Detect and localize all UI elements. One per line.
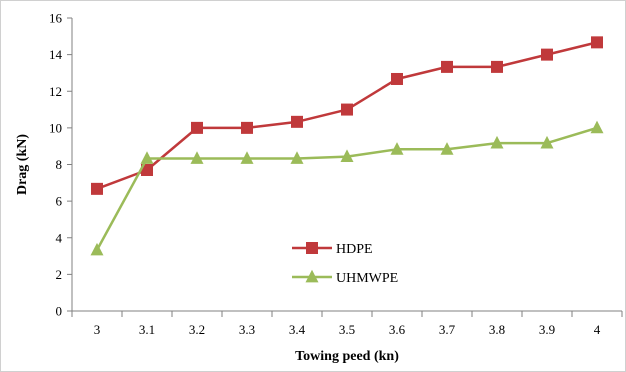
x-tick-label: 3.5 (339, 322, 355, 337)
data-point (440, 142, 454, 155)
y-tick-label: 2 (56, 267, 63, 282)
data-point (390, 142, 404, 155)
data-point (341, 103, 353, 116)
data-point (140, 151, 154, 164)
data-point (590, 120, 604, 134)
x-tick-label: 3.6 (389, 322, 406, 337)
x-tick-label: 3.8 (489, 322, 505, 337)
x-axis-title: Towing peed (kn) (295, 349, 399, 364)
x-tick-label: 3 (94, 322, 101, 337)
legend-item-uhmwpe: UHMWPE (292, 269, 398, 286)
data-point (541, 48, 553, 61)
x-tick-label: 3.4 (289, 322, 306, 337)
legend: HDPE UHMWPE (292, 242, 398, 286)
x-axis-ticks: 3 3.1 3.2 3.3 3.4 3.5 3.6 3.7 3.8 3.9 4 (71, 311, 623, 337)
data-point (241, 121, 253, 134)
data-point (441, 60, 453, 73)
data-point (291, 115, 303, 128)
y-tick-label: 8 (56, 157, 63, 172)
data-point (290, 151, 304, 164)
y-tick-label: 16 (49, 11, 63, 26)
series-uhmwpe (90, 120, 604, 256)
series-hdpe (91, 36, 603, 195)
x-tick-label: 3.9 (539, 322, 555, 337)
data-point (490, 135, 504, 149)
y-tick-label: 0 (56, 304, 63, 319)
legend-item-hdpe: HDPE (292, 242, 373, 257)
data-point (91, 182, 103, 195)
x-tick-label: 3.3 (239, 322, 255, 337)
x-tick-label: 3.1 (139, 322, 155, 337)
series-layer (90, 36, 604, 256)
data-point (90, 242, 104, 256)
legend-label: UHMWPE (336, 271, 398, 286)
data-point (391, 72, 403, 85)
data-point (191, 121, 203, 134)
data-point (340, 149, 354, 163)
data-point (491, 60, 503, 73)
y-axis-ticks: 0 2 4 6 8 10 12 14 16 (49, 11, 72, 319)
data-point (141, 163, 153, 176)
data-point (591, 36, 603, 49)
legend-label: HDPE (336, 242, 373, 257)
x-tick-label: 3.2 (189, 322, 205, 337)
data-point (190, 151, 204, 164)
y-tick-label: 12 (49, 84, 62, 99)
y-tick-label: 10 (49, 120, 62, 135)
y-axis-title: Drag (kN) (15, 134, 30, 195)
legend-swatch-marker (305, 269, 319, 283)
x-tick-label: 4 (594, 322, 601, 337)
y-tick-label: 6 (56, 194, 63, 209)
legend-swatch-marker (306, 242, 318, 254)
y-tick-label: 4 (56, 230, 63, 245)
x-tick-label: 3.7 (439, 322, 456, 337)
y-tick-label: 14 (49, 47, 63, 62)
data-point (240, 151, 254, 164)
data-point (540, 135, 554, 149)
